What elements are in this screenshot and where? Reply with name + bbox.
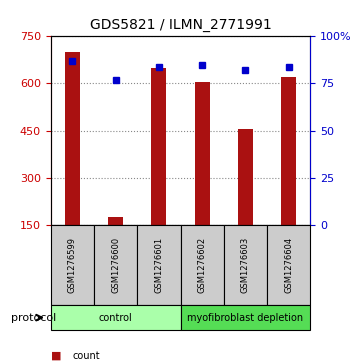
Bar bbox=[238, 129, 253, 225]
Text: GSM1276603: GSM1276603 bbox=[241, 237, 250, 293]
Bar bbox=[151, 68, 166, 225]
Bar bbox=[195, 82, 210, 225]
Bar bbox=[65, 52, 80, 225]
Text: control: control bbox=[99, 313, 132, 323]
Bar bbox=[108, 217, 123, 225]
Text: GSM1276599: GSM1276599 bbox=[68, 237, 77, 293]
Text: ■: ■ bbox=[51, 351, 61, 361]
Title: GDS5821 / ILMN_2771991: GDS5821 / ILMN_2771991 bbox=[90, 19, 271, 33]
Text: protocol: protocol bbox=[11, 313, 56, 323]
Text: GSM1276601: GSM1276601 bbox=[155, 237, 163, 293]
Text: count: count bbox=[72, 351, 100, 361]
Text: GSM1276604: GSM1276604 bbox=[284, 237, 293, 293]
Text: myofibroblast depletion: myofibroblast depletion bbox=[187, 313, 304, 323]
Bar bbox=[281, 77, 296, 225]
Text: GSM1276600: GSM1276600 bbox=[111, 237, 120, 293]
Text: GSM1276602: GSM1276602 bbox=[198, 237, 206, 293]
